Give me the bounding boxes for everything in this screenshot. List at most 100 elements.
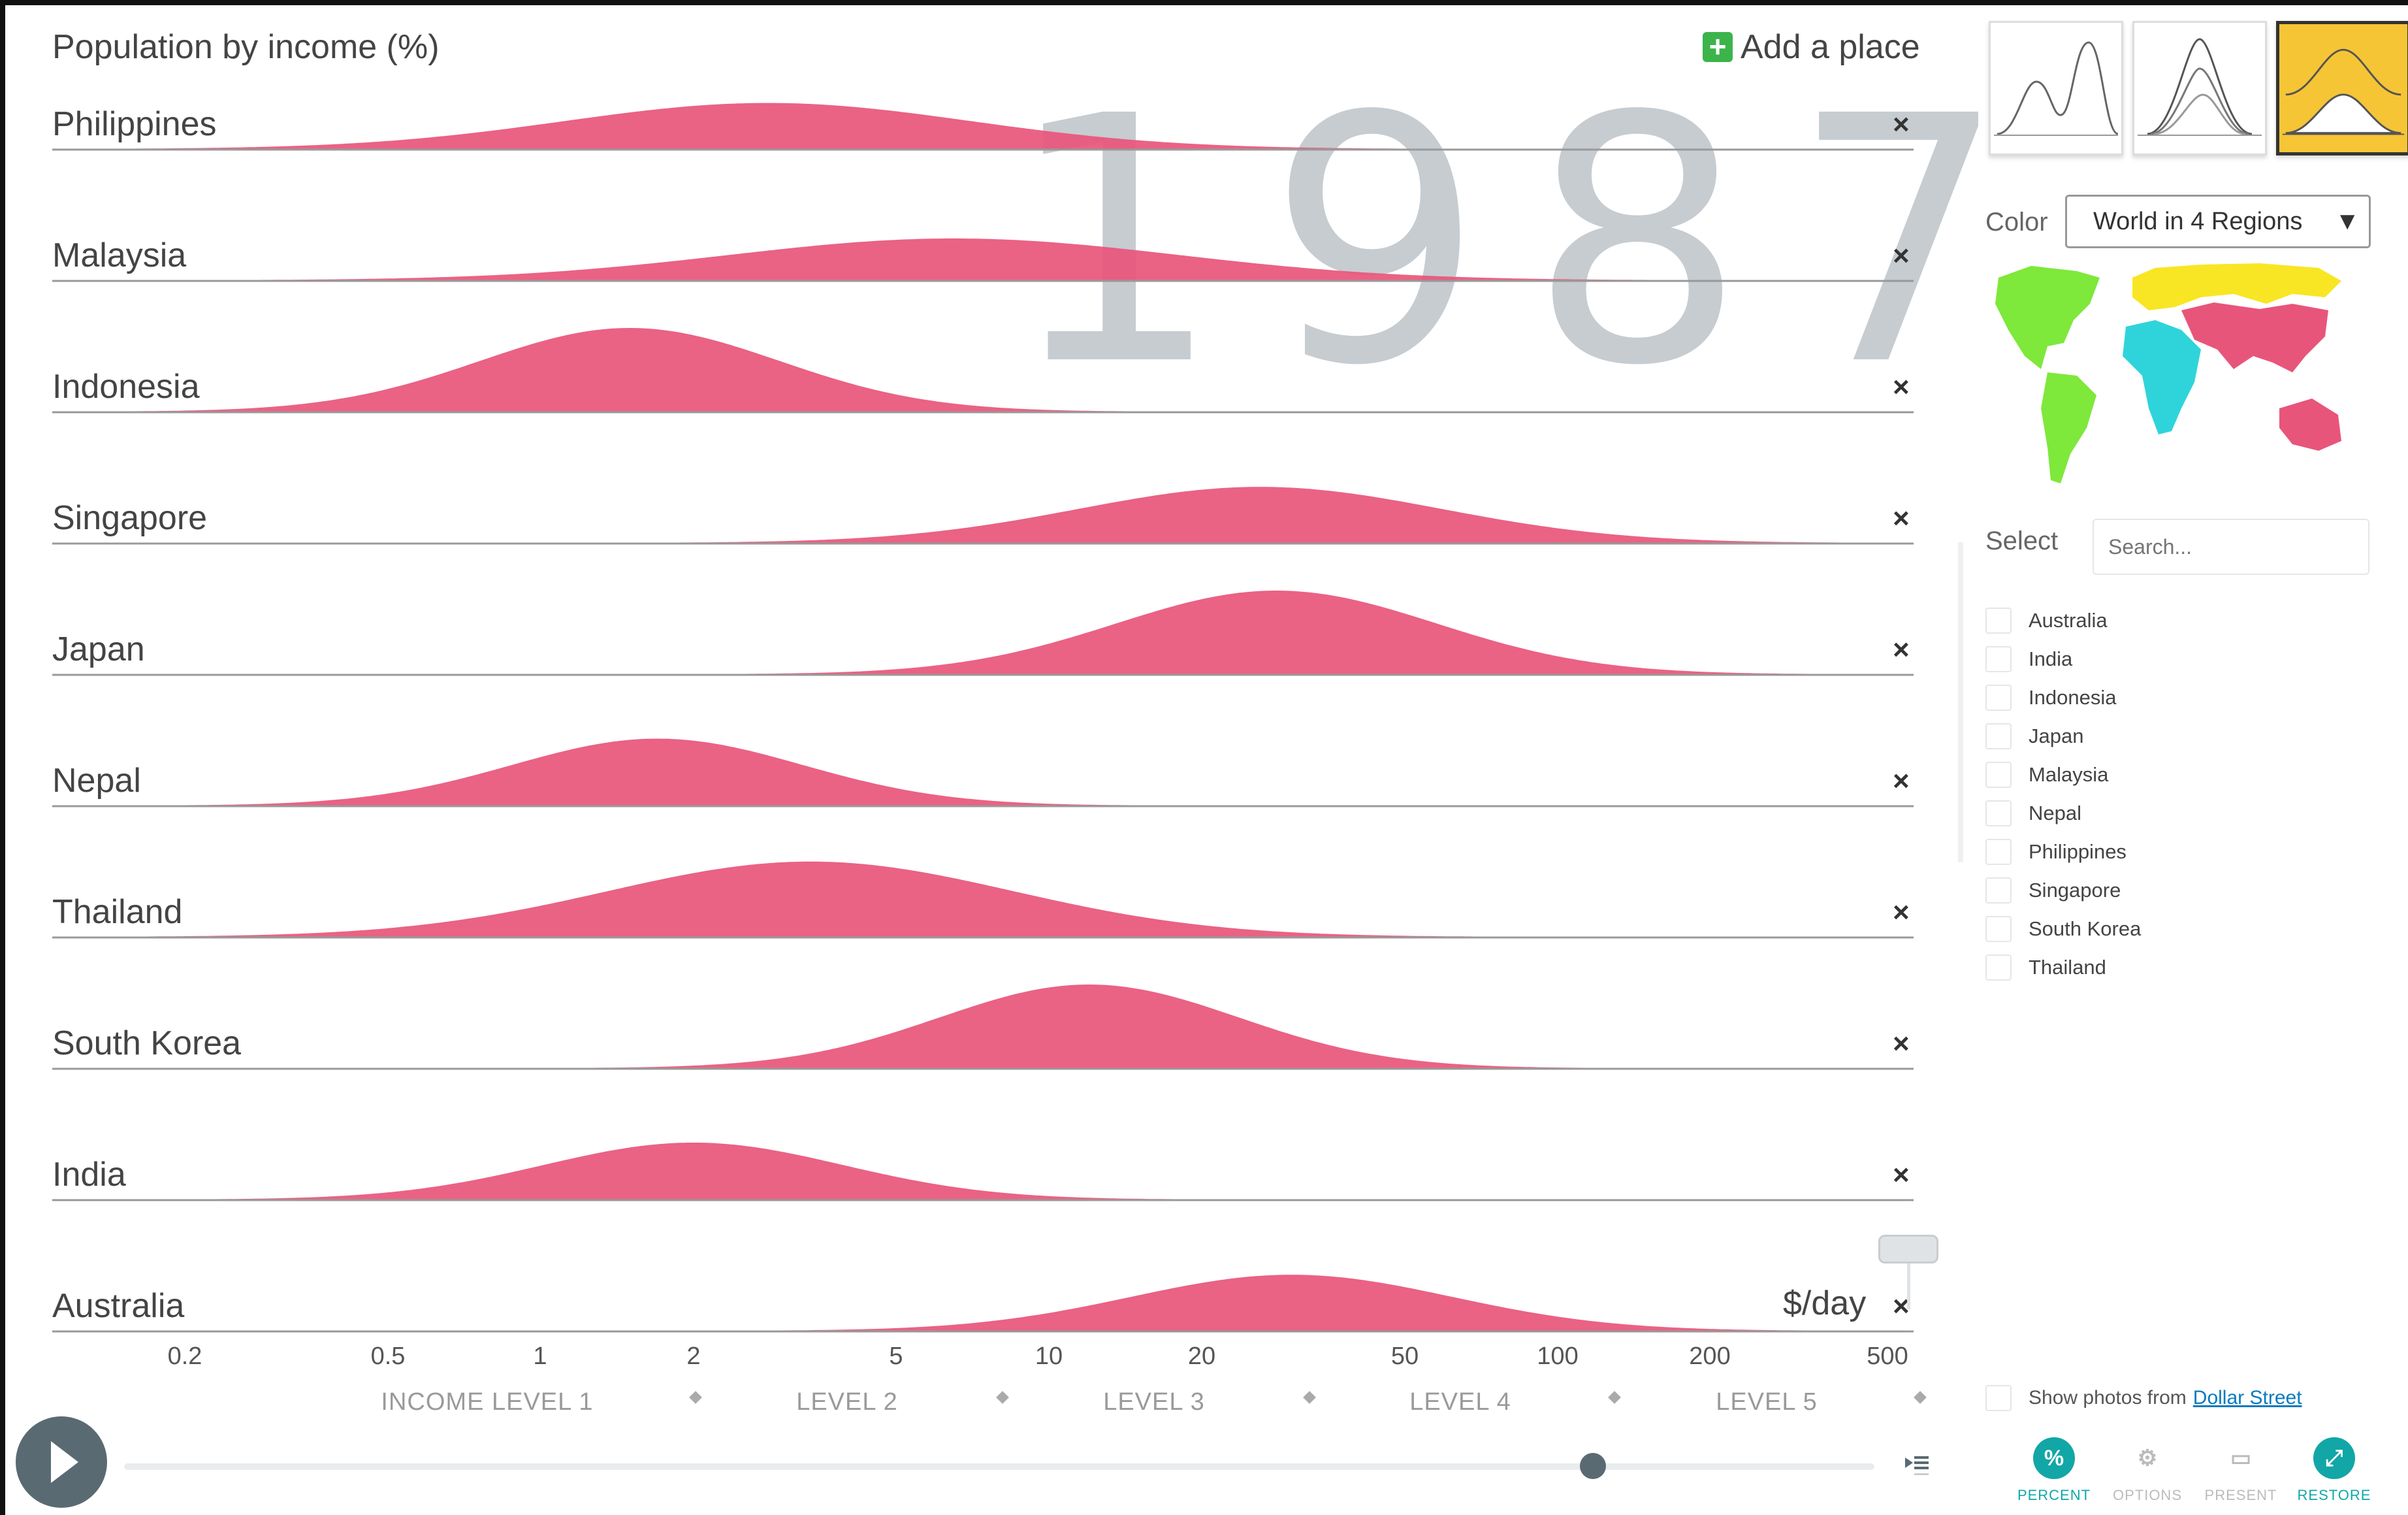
show-photos-option[interactable]: Show photos from Dollar Street [1985, 1385, 2302, 1411]
remove-country-icon[interactable]: × [1893, 1028, 1910, 1060]
map-region-europe[interactable] [2132, 263, 2341, 310]
mountain-japan[interactable] [52, 591, 1914, 674]
mountain-chart [52, 103, 1914, 1333]
world-regions-map[interactable] [1985, 258, 2364, 493]
country-search-input[interactable] [2093, 519, 2369, 575]
country-option-label: Australia [2029, 608, 2108, 632]
toolbar-button-label: PERCENT [2017, 1487, 2091, 1503]
map-region-africa[interactable] [2123, 320, 2201, 434]
remove-country-icon[interactable]: × [1893, 634, 1910, 666]
add-place-button[interactable]: + Add a place [1703, 27, 1920, 67]
remove-country-icon[interactable]: × [1893, 1159, 1910, 1191]
country-option-label: Indonesia [2029, 685, 2117, 709]
country-option-philippines[interactable]: Philippines [1985, 832, 2141, 871]
options-button[interactable]: ⚙ OPTIONS [2108, 1437, 2187, 1504]
filled-mountains-icon [2282, 48, 2405, 135]
restore-button[interactable]: ⤢ RESTORE [2295, 1437, 2373, 1504]
country-option-label: Singapore [2029, 878, 2121, 902]
country-option-indonesia[interactable]: Indonesia [1985, 678, 2141, 717]
x-tick-label: 2 [686, 1343, 701, 1370]
chart-mode-stacked-mountains[interactable] [2132, 21, 2267, 155]
percent-button[interactable]: % PERCENT [2015, 1437, 2093, 1504]
axis-marker-handle[interactable] [1878, 1235, 1938, 1263]
mountain-malaysia[interactable] [52, 238, 1914, 280]
time-slider-track[interactable] [124, 1463, 1874, 1470]
country-checkbox[interactable] [1985, 723, 2012, 749]
map-region-oceania[interactable] [2279, 399, 2341, 451]
income-level-label: LEVEL 4 [1409, 1388, 1511, 1416]
remove-country-icon[interactable]: × [1893, 765, 1910, 797]
row-label-singapore: Singapore [52, 499, 208, 537]
mountain-nepal[interactable] [52, 738, 1914, 806]
window-top-border [0, 0, 2408, 5]
remove-country-icon[interactable]: × [1893, 896, 1910, 928]
country-checkbox[interactable] [1985, 761, 2012, 788]
country-option-nepal[interactable]: Nepal [1985, 794, 2141, 832]
country-checkbox[interactable] [1985, 645, 2012, 672]
remove-country-icon[interactable]: × [1893, 371, 1910, 403]
color-dropdown[interactable]: World in 4 Regions ▼ [2065, 195, 2371, 248]
map-region-americas[interactable] [1995, 266, 2100, 369]
row-label-thailand: Thailand [52, 893, 183, 931]
chart-mode-mountain-outline[interactable] [1989, 21, 2123, 155]
show-photos-text: Show photos from [2029, 1387, 2187, 1409]
country-checkbox[interactable] [1985, 954, 2012, 981]
country-option-label: South Korea [2029, 917, 2142, 940]
income-level-label: LEVEL 2 [796, 1388, 898, 1416]
row-label-india: India [52, 1156, 126, 1194]
mountain-india[interactable] [52, 1143, 1914, 1199]
remove-country-icon[interactable]: × [1893, 502, 1910, 534]
mountain-singapore[interactable] [52, 487, 1914, 543]
country-option-australia[interactable]: Australia [1985, 601, 2141, 640]
level-separator-diamond [996, 1391, 1009, 1404]
mountain-south-korea[interactable] [52, 985, 1914, 1068]
remove-country-icon[interactable]: × [1893, 240, 1910, 272]
country-checkbox[interactable] [1985, 838, 2012, 865]
country-option-japan[interactable]: Japan [1985, 717, 2141, 755]
panel-scrollbar[interactable] [1958, 542, 1963, 862]
country-checkbox[interactable] [1985, 684, 2012, 711]
country-option-label: Malaysia [2029, 762, 2109, 786]
country-option-malaysia[interactable]: Malaysia [1985, 755, 2141, 794]
income-level-label: LEVEL 5 [1716, 1388, 1818, 1416]
country-checkbox[interactable] [1985, 915, 2012, 942]
plus-icon: + [1703, 31, 1733, 62]
chart-title: Population by income (%) [52, 28, 440, 66]
dollar-street-link[interactable]: Dollar Street [2192, 1387, 2302, 1409]
map-region-asia[interactable] [2181, 302, 2328, 372]
chart-mode-filled-mountains[interactable] [2276, 21, 2408, 155]
country-option-label: Nepal [2029, 801, 2081, 824]
country-option-singapore[interactable]: Singapore [1985, 871, 2141, 909]
time-slider-handle[interactable] [1580, 1453, 1606, 1479]
remove-country-icon[interactable]: × [1893, 108, 1910, 140]
mountain-philippines[interactable] [52, 103, 1914, 149]
remove-country-icon[interactable]: × [1893, 1290, 1910, 1322]
mountain-australia[interactable] [52, 1275, 1914, 1331]
mountain-thailand[interactable] [52, 861, 1914, 937]
stacked-mountains-icon [2138, 38, 2262, 136]
x-tick-label: 50 [1390, 1343, 1419, 1370]
row-label-indonesia: Indonesia [52, 368, 200, 406]
row-label-south-korea: South Korea [52, 1024, 242, 1062]
x-tick-label: 0.2 [167, 1343, 202, 1370]
country-option-thailand[interactable]: Thailand [1985, 948, 2141, 986]
present-button[interactable]: ▭ PRESENT [2202, 1437, 2280, 1504]
toolbar-button-label: PRESENT [2204, 1487, 2277, 1503]
speed-settings-icon[interactable] [1904, 1454, 1930, 1480]
toolbar-button-label: RESTORE [2297, 1487, 2371, 1503]
mountain-indonesia[interactable] [52, 328, 1914, 412]
level-separator-diamond [1303, 1391, 1316, 1404]
country-checkbox[interactable] [1985, 800, 2012, 826]
x-tick-label: 100 [1537, 1343, 1579, 1370]
dropdown-arrow-icon: ▼ [2335, 208, 2360, 235]
country-checkbox[interactable] [1985, 877, 2012, 904]
income-level-label: INCOME LEVEL 1 [381, 1388, 594, 1416]
play-button[interactable] [16, 1416, 107, 1508]
country-option-label: Philippines [2029, 839, 2127, 863]
country-option-south-korea[interactable]: South Korea [1985, 909, 2141, 948]
country-checkbox[interactable] [1985, 607, 2012, 634]
country-option-label: Thailand [2029, 955, 2106, 979]
map-region-americas-south[interactable] [2041, 372, 2096, 483]
show-photos-checkbox[interactable] [1985, 1385, 2012, 1411]
country-option-india[interactable]: India [1985, 640, 2141, 678]
